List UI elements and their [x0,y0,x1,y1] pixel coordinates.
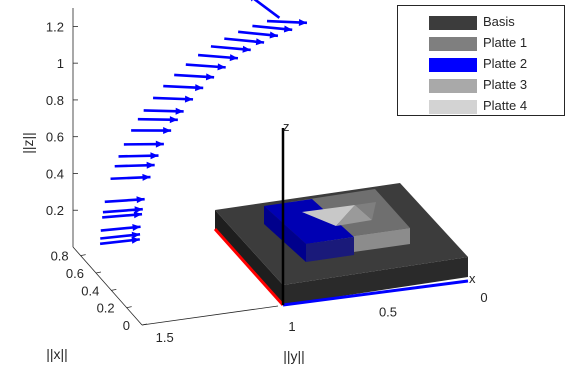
basis-front-right [283,257,468,305]
quiver-arrowhead [242,45,251,53]
x-tick-label: 0 [123,318,130,333]
legend-item-platte-1: Platte 1 [398,33,564,53]
quiver-arrowhead [184,95,194,103]
x-axis-label: ||x|| [46,346,68,362]
quiver-arrowhead [269,31,278,39]
x-axis-line [72,246,143,326]
quiver-arrowhead [131,231,141,239]
y-tick-label: 1.5 [156,330,174,345]
x-tick-label: 0.4 [81,283,99,298]
quiver-arrowhead [205,73,215,81]
frame-z-label: z [283,119,290,134]
y-tick-label: 0.5 [379,305,397,320]
x-tick-mark [111,288,117,291]
quiver-arrowhead [133,211,143,219]
legend-label: Platte 4 [483,98,528,113]
x-tick-mark [95,271,102,274]
legend-swatch [429,79,477,93]
platte-4-top [302,205,355,226]
frame-y-axis-line [213,227,285,307]
platte-2-top [264,199,354,244]
platte-2-front [306,237,354,262]
platte-2-left [264,206,306,262]
x-tick-group: 0 0.2 0.4 0.6 0.8 [51,249,148,333]
frame-x-axis-line [282,279,469,307]
y-axis-label: ||y|| [283,348,305,364]
x-tick-label: 0.2 [97,301,115,316]
z-tick-group: 0.2 0.4 0.6 0.8 1 1.2 [46,19,78,218]
platte-1-face [355,202,376,220]
x-tick-mark [141,323,148,326]
legend-swatch [429,16,477,30]
quiver-arrowhead [142,173,151,181]
quiver-arrowhead [283,25,293,33]
legend: Basis Platte 1 Platte 2 Platte 3 Platte … [397,5,565,116]
legend-label: Platte 3 [483,77,528,92]
quiver-arrowhead [169,116,178,124]
y-tick-label: 0 [480,290,487,305]
quiver-arrowhead [131,236,140,244]
z-tick-label: 0.8 [46,93,64,108]
quiver-arrowhead [195,84,204,92]
z-tick-label: 0.4 [46,166,64,181]
plate-stack [215,183,468,305]
quiver-arrowhead [298,18,307,26]
y-axis-line [141,305,279,326]
x-tick-mark [126,306,132,309]
z-tick-label: 0.6 [46,130,64,145]
quiver-arrowhead [146,161,155,169]
legend-swatch [429,37,477,51]
quiver-arrowhead [155,140,164,148]
z-tick-label: 1.2 [46,19,64,34]
y-tick-label: 1 [288,319,295,334]
quiver-arrowhead [217,63,226,71]
legend-label: Platte 1 [483,35,528,50]
quiver-arrowhead [134,206,143,214]
z-tick-label: 0.2 [46,203,64,218]
basis-front-left [215,210,283,305]
legend-swatch [429,100,477,114]
legend-label: Basis [483,14,515,29]
quiver-arrowhead [136,196,145,204]
quiver-arrowhead [132,224,141,232]
quiver-arrowhead [250,0,253,2]
z-axis-label: ||z|| [20,132,36,154]
x-tick-mark [80,254,86,257]
x-tick-label: 0.6 [66,266,84,281]
legend-item-platte-4: Platte 4 [398,96,564,116]
legend-label: Platte 2 [483,56,528,71]
quiver-arrowhead [255,38,265,46]
y-tick-group: 0 0.5 1 1.5 [156,290,488,345]
quiver-arrowhead [163,127,172,135]
legend-item-platte-3: Platte 3 [398,75,564,95]
quiver-arrowhead [150,152,159,160]
z-tick-label: 1 [57,56,64,71]
arrow-group [99,0,308,246]
legend-swatch [429,58,477,72]
platte-4-side [336,205,372,226]
frame-x-label: x [469,271,476,286]
x-tick-label: 0.8 [51,249,69,264]
legend-item-platte-2: Platte 2 [398,54,564,74]
quiver-arrow [253,0,281,19]
quiver-arrowhead [229,54,238,62]
legend-item-basis: Basis [398,12,564,32]
quiver-arrowhead [175,107,184,115]
